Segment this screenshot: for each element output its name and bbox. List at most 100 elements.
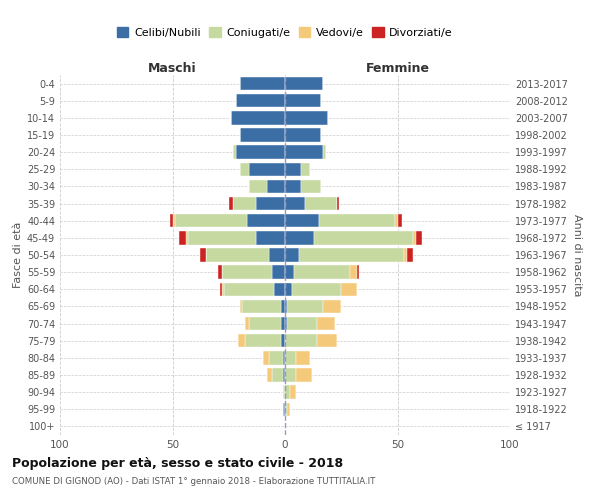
Bar xyxy=(233,197,256,210)
Bar xyxy=(267,368,271,382)
Bar xyxy=(222,266,271,279)
Bar xyxy=(285,282,292,296)
Bar xyxy=(413,231,415,244)
Bar xyxy=(224,282,274,296)
Text: Popolazione per età, sesso e stato civile - 2018: Popolazione per età, sesso e stato civil… xyxy=(12,458,343,470)
Bar xyxy=(249,317,281,330)
Bar xyxy=(173,214,175,228)
Bar xyxy=(398,214,402,228)
Text: Maschi: Maschi xyxy=(148,62,197,75)
Bar xyxy=(240,300,242,313)
Bar xyxy=(285,128,321,141)
Bar xyxy=(281,334,285,347)
Bar xyxy=(285,214,319,228)
Bar xyxy=(285,248,299,262)
Bar xyxy=(292,282,341,296)
Bar xyxy=(240,162,249,176)
Bar xyxy=(395,214,398,228)
Bar xyxy=(271,368,283,382)
Bar xyxy=(233,146,235,159)
Bar xyxy=(247,214,285,228)
Y-axis label: Fasce di età: Fasce di età xyxy=(13,222,23,288)
Bar xyxy=(285,162,301,176)
Text: Femmine: Femmine xyxy=(365,62,430,75)
Bar xyxy=(245,317,249,330)
Bar xyxy=(285,111,328,124)
Bar xyxy=(287,402,290,416)
Bar xyxy=(249,180,267,193)
Bar xyxy=(323,146,325,159)
Bar xyxy=(285,402,287,416)
Bar xyxy=(263,351,269,364)
Bar xyxy=(314,231,413,244)
Bar xyxy=(245,334,281,347)
Text: COMUNE DI GIGNOD (AO) - Dati ISTAT 1° gennaio 2018 - Elaborazione TUTTITALIA.IT: COMUNE DI GIGNOD (AO) - Dati ISTAT 1° ge… xyxy=(12,478,376,486)
Bar xyxy=(256,231,285,244)
Bar xyxy=(296,351,310,364)
Bar xyxy=(305,197,337,210)
Bar xyxy=(285,197,305,210)
Bar xyxy=(249,162,285,176)
Bar xyxy=(188,231,256,244)
Bar xyxy=(285,266,294,279)
Bar xyxy=(350,266,357,279)
Bar xyxy=(317,317,335,330)
Bar xyxy=(357,266,359,279)
Y-axis label: Anni di nascita: Anni di nascita xyxy=(572,214,582,296)
Bar xyxy=(407,248,413,262)
Bar xyxy=(283,402,285,416)
Bar xyxy=(283,386,285,399)
Bar xyxy=(415,231,422,244)
Bar xyxy=(218,266,222,279)
Bar xyxy=(179,231,186,244)
Bar xyxy=(240,128,285,141)
Bar xyxy=(235,146,285,159)
Bar xyxy=(337,197,339,210)
Bar xyxy=(341,282,357,296)
Bar xyxy=(220,282,222,296)
Bar xyxy=(242,300,281,313)
Bar xyxy=(299,248,404,262)
Bar xyxy=(285,146,323,159)
Bar xyxy=(269,351,283,364)
Bar xyxy=(229,197,233,210)
Bar xyxy=(317,334,337,347)
Bar xyxy=(285,77,323,90)
Bar xyxy=(283,351,285,364)
Bar xyxy=(199,248,206,262)
Bar xyxy=(285,94,321,108)
Bar xyxy=(290,386,296,399)
Bar xyxy=(235,94,285,108)
Bar xyxy=(296,368,312,382)
Bar xyxy=(256,197,285,210)
Bar xyxy=(323,300,341,313)
Bar xyxy=(206,248,269,262)
Bar xyxy=(267,180,285,193)
Bar xyxy=(175,214,247,228)
Bar xyxy=(285,334,317,347)
Bar xyxy=(231,111,285,124)
Bar xyxy=(285,317,287,330)
Bar xyxy=(287,300,323,313)
Bar xyxy=(269,248,285,262)
Bar xyxy=(285,231,314,244)
Legend: Celibi/Nubili, Coniugati/e, Vedovi/e, Divorziati/e: Celibi/Nubili, Coniugati/e, Vedovi/e, Di… xyxy=(113,23,457,42)
Bar xyxy=(301,180,321,193)
Bar xyxy=(186,231,188,244)
Bar xyxy=(285,300,287,313)
Bar xyxy=(301,162,310,176)
Bar xyxy=(287,317,317,330)
Bar xyxy=(319,214,395,228)
Bar xyxy=(285,180,301,193)
Bar xyxy=(294,266,350,279)
Bar xyxy=(238,334,245,347)
Bar xyxy=(170,214,173,228)
Bar xyxy=(240,77,285,90)
Bar xyxy=(222,282,224,296)
Bar xyxy=(271,266,285,279)
Bar xyxy=(404,248,407,262)
Bar xyxy=(285,386,290,399)
Bar xyxy=(281,317,285,330)
Bar xyxy=(283,368,285,382)
Bar xyxy=(285,368,296,382)
